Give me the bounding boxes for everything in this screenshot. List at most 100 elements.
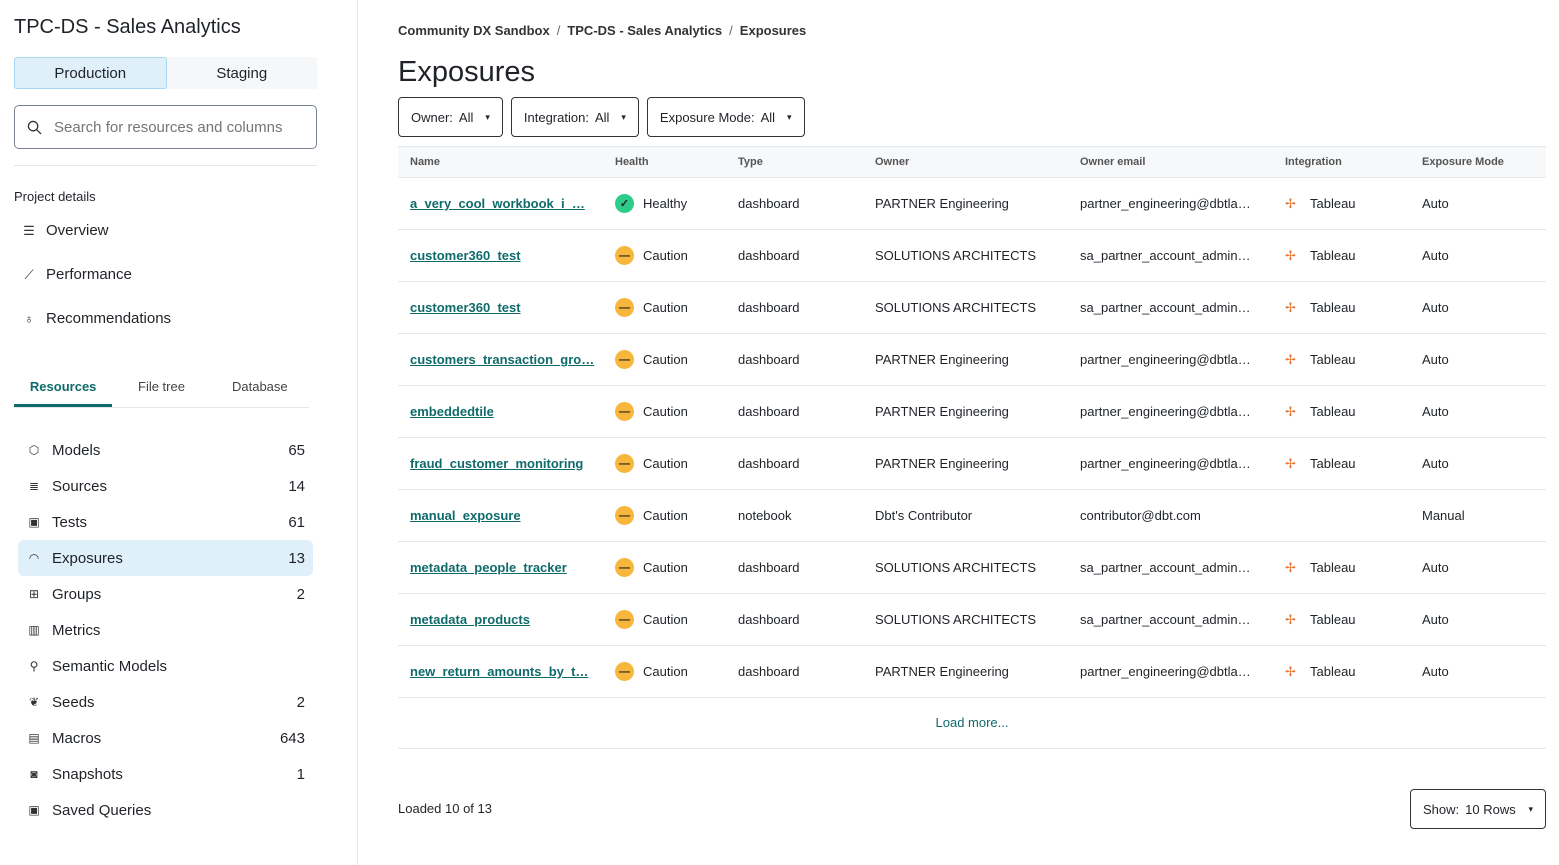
exposure-link[interactable]: metadata_products	[410, 612, 530, 627]
table-row[interactable]: a_very_cool_workbook_i_… ✓ Healthy dashbo…	[398, 177, 1546, 230]
owner-cell: PARTNER Engineering	[863, 645, 1068, 698]
sidebar-item-semantic-models[interactable]: ⚲ Semantic Models	[18, 648, 313, 684]
column-header[interactable]: Owner email	[1068, 146, 1273, 178]
column-header[interactable]: Exposure Mode	[1410, 146, 1546, 178]
owner-filter[interactable]: Owner: All ▾	[398, 97, 503, 137]
tab-file-tree[interactable]: File tree	[138, 379, 185, 394]
sidebar-item-count: 643	[279, 729, 305, 747]
sidebar-item-groups[interactable]: ⊞ Groups 2	[18, 576, 313, 612]
integration-cell: ✢ Tableau	[1273, 333, 1410, 386]
owner-cell: SOLUTIONS ARCHITECTS	[863, 541, 1068, 594]
nav-overview[interactable]: ☰ Overview	[22, 222, 108, 239]
project-details-heading: Project details	[14, 189, 96, 204]
sidebar-item-label: Groups	[52, 585, 102, 603]
sidebar-item-tests[interactable]: ▣ Tests 61	[18, 504, 313, 540]
sidebar-item-exposures[interactable]: ◠ Exposures 13	[18, 540, 313, 576]
exposure-link[interactable]: customer360_test	[410, 300, 521, 315]
type-cell: dashboard	[726, 593, 863, 646]
exposure-link[interactable]: a_very_cool_workbook_i_…	[410, 196, 585, 211]
sidebar-item-snapshots[interactable]: ◙ Snapshots 1	[18, 756, 313, 792]
table-row[interactable]: customers_transaction_gro… — Caution dash…	[398, 333, 1546, 386]
type-cell: dashboard	[726, 333, 863, 386]
sidebar-item-sources[interactable]: ≣ Sources 14	[18, 468, 313, 504]
table-row[interactable]: customer360_test — Caution dashboard SOLU…	[398, 229, 1546, 282]
check-badge-icon: ✓	[615, 194, 634, 213]
load-more-button[interactable]: Load more...	[398, 697, 1546, 749]
exposure-link[interactable]: metadata_people_tracker	[410, 560, 567, 575]
owner-cell: SOLUTIONS ARCHITECTS	[863, 593, 1068, 646]
table-row[interactable]: manual_exposure — Caution notebook Dbt's …	[398, 489, 1546, 542]
sidebar-item-count: 61	[288, 513, 305, 531]
exposure-link[interactable]: new_return_amounts_by_t…	[410, 664, 589, 679]
type-cell: dashboard	[726, 229, 863, 282]
exposure-link[interactable]: fraud_customer_monitoring	[410, 456, 584, 471]
search-input[interactable]	[54, 118, 294, 136]
sidebar-item-label: Macros	[52, 729, 102, 747]
nav-recommendations[interactable]: ♁ Recommendations	[22, 310, 171, 327]
breadcrumb: Community DX Sandbox / TPC-DS - Sales Anal…	[398, 23, 807, 38]
sidebar-item-models[interactable]: ⬡ Models 65	[18, 432, 313, 468]
exposure-mode-filter[interactable]: Exposure Mode: All ▾	[646, 97, 805, 137]
env-staging[interactable]: Staging	[216, 64, 268, 82]
column-header[interactable]: Owner	[863, 146, 1068, 178]
breadcrumb-sandbox[interactable]: Community DX Sandbox	[398, 23, 550, 38]
sidebar-item-metrics[interactable]: ▥ Metrics	[18, 612, 313, 648]
breadcrumb-project[interactable]: TPC-DS - Sales Analytics	[567, 23, 723, 38]
column-header[interactable]: Type	[726, 146, 863, 178]
table-row[interactable]: customer360_test — Caution dashboard SOLU…	[398, 281, 1546, 334]
owner-email-cell: contributor@dbt.com	[1068, 489, 1273, 542]
exposure-mode-cell: Auto	[1410, 645, 1546, 698]
sidebar-item-count: 2	[296, 585, 305, 603]
tableau-icon: ✢	[1285, 559, 1296, 575]
column-header[interactable]: Integration	[1273, 146, 1410, 178]
chevron-down-icon: ▾	[621, 111, 626, 122]
sidebar-item-label: Seeds	[52, 693, 95, 711]
table-row[interactable]: metadata_people_tracker — Caution dashboa…	[398, 541, 1546, 594]
exposure-link[interactable]: customers_transaction_gro…	[410, 352, 595, 367]
sidebar-item-count: 65	[288, 441, 305, 459]
exposure-mode-cell: Auto	[1410, 385, 1546, 438]
table-row[interactable]: metadata_products — Caution dashboard SOL…	[398, 593, 1546, 646]
tableau-icon: ✢	[1285, 195, 1296, 211]
env-production[interactable]: Production	[14, 57, 167, 89]
table-row[interactable]: embeddedtile — Caution dashboard PARTNER …	[398, 385, 1546, 438]
table-row[interactable]: fraud_customer_monitoring — Caution dashb…	[398, 437, 1546, 490]
graph-icon: ⚲	[29, 659, 39, 673]
nav-performance[interactable]: ⟋ Performance	[22, 266, 131, 283]
caution-badge-icon: —	[615, 454, 634, 473]
tab-database[interactable]: Database	[231, 379, 288, 394]
integration-cell: ✢ Tableau	[1273, 229, 1410, 282]
sidebar-item-label: Saved Queries	[52, 801, 152, 819]
owner-email-cell: sa_partner_account_admin…	[1068, 541, 1273, 594]
type-cell: notebook	[726, 489, 863, 542]
integration-cell: ✢ Tableau	[1273, 437, 1410, 490]
exposure-link[interactable]: customer360_test	[410, 248, 521, 263]
integration-cell	[1273, 489, 1410, 542]
chevron-down-icon: ▾	[485, 111, 490, 122]
sidebar-item-seeds[interactable]: ❦ Seeds 2	[18, 684, 313, 720]
sidebar-item-saved-queries[interactable]: ▣ Saved Queries	[18, 792, 313, 828]
column-header[interactable]: Name	[398, 146, 603, 178]
rows-per-page-select[interactable]: Show: 10 Rows ▾	[1410, 789, 1546, 829]
sidebar-item-label: Semantic Models	[52, 657, 168, 675]
environment-toggle: Production Staging	[14, 57, 317, 89]
integration-filter[interactable]: Integration: All ▾	[510, 97, 639, 137]
sidebar-item-macros[interactable]: ▤ Macros 643	[18, 720, 313, 756]
column-header[interactable]: Health	[603, 146, 726, 178]
tab-resources[interactable]: Resources	[14, 372, 113, 407]
type-cell: dashboard	[726, 437, 863, 490]
clipboard-icon: ▣	[28, 515, 40, 529]
caution-badge-icon: —	[615, 402, 634, 421]
sidebar-item-label: Snapshots	[52, 765, 123, 783]
type-cell: dashboard	[726, 281, 863, 334]
filters: Owner: All ▾ Integration: All ▾ Exposure Mod…	[398, 97, 805, 137]
integration-cell: ✢ Tableau	[1273, 645, 1410, 698]
exposure-link[interactable]: manual_exposure	[410, 508, 521, 523]
exposure-mode-cell: Manual	[1410, 489, 1546, 542]
save-icon: ▣	[28, 803, 40, 817]
exposure-mode-cell: Auto	[1410, 437, 1546, 490]
table-row[interactable]: new_return_amounts_by_t… — Caution dashbo…	[398, 645, 1546, 698]
owner-email-cell: sa_partner_account_admin…	[1068, 281, 1273, 334]
exposure-link[interactable]: embeddedtile	[410, 404, 494, 419]
health-status: Caution	[643, 352, 688, 367]
